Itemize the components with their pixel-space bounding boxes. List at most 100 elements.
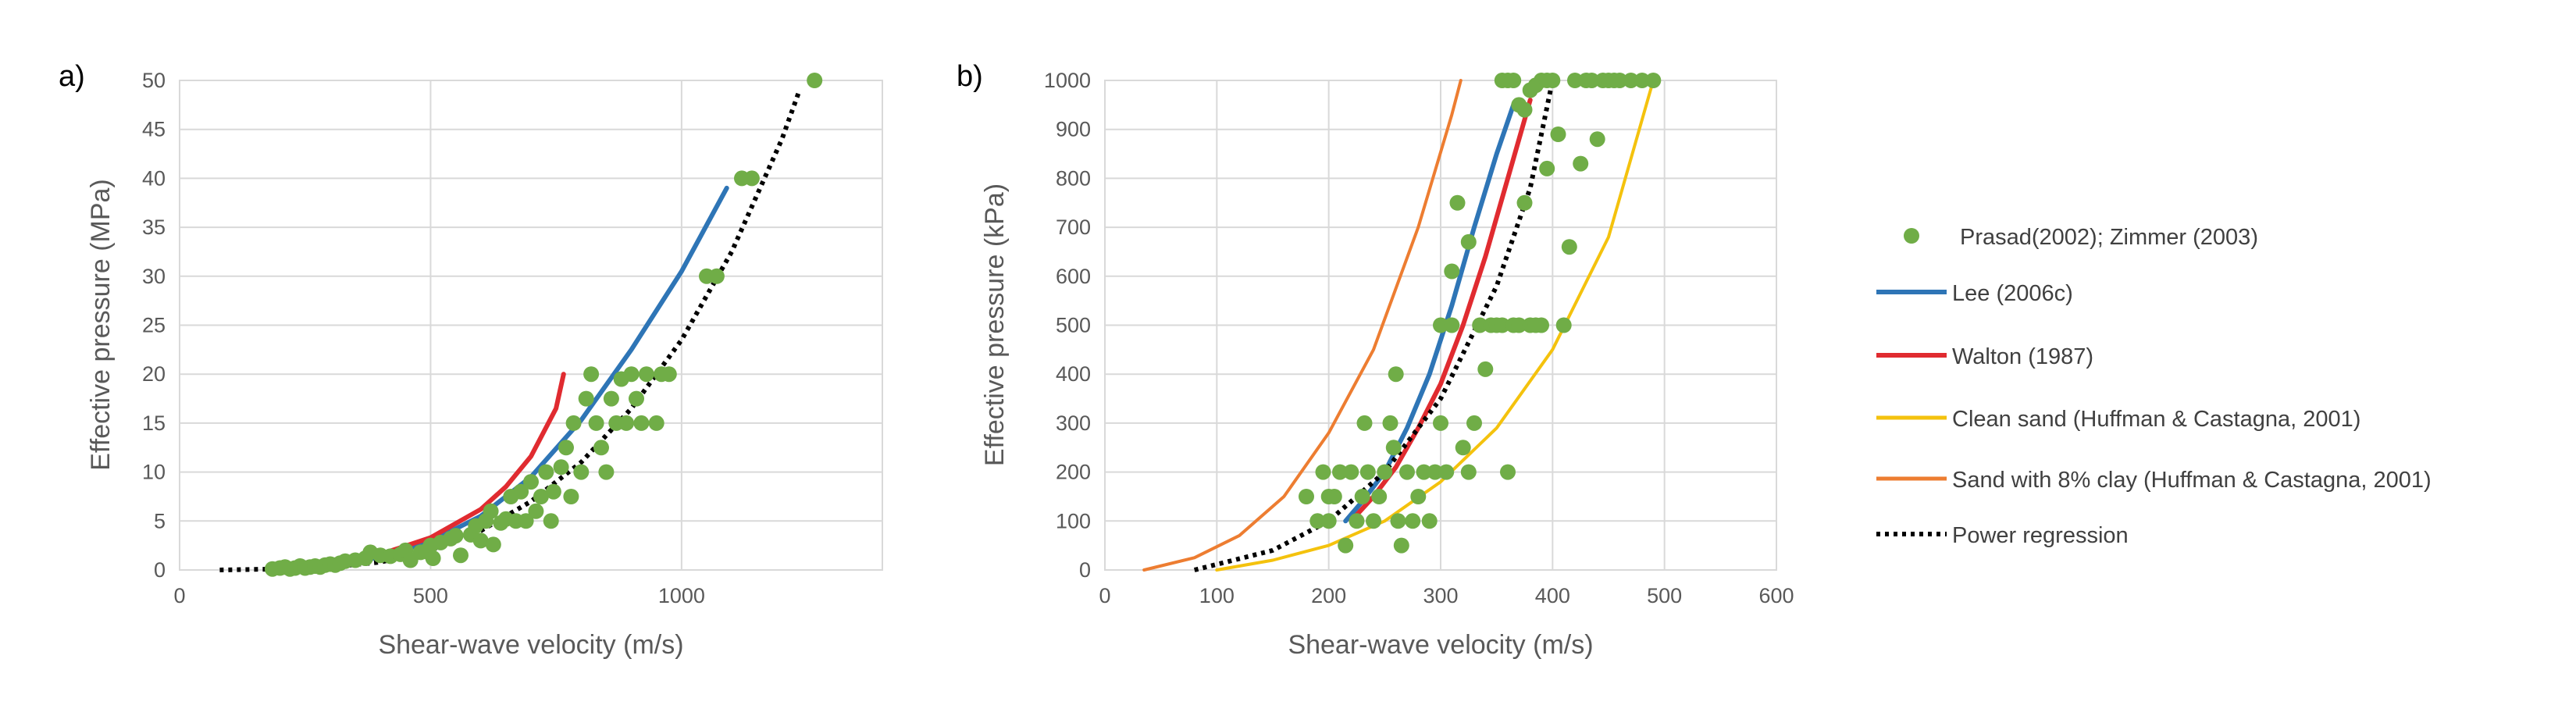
panel-a-data-point — [629, 390, 644, 407]
panel-a-data-point — [573, 464, 590, 480]
panel-a-data-point — [565, 415, 582, 431]
panel-b-series-clay-sand — [1142, 79, 1463, 572]
panel-b-x-tick-label: 400 — [1535, 584, 1570, 607]
legend-label-points: Prasad(2002); Zimmer (2003) — [1960, 225, 2258, 250]
panel-b-data-point — [1390, 513, 1406, 529]
panel-b-data-point — [1356, 415, 1373, 431]
panel-b-data-point — [1320, 489, 1337, 504]
panel-b-data-point — [1567, 73, 1583, 88]
panel-b-data-point — [1460, 233, 1477, 250]
panel-a-data-point — [583, 366, 600, 383]
panel-a-data-point — [578, 390, 594, 407]
panel-a-data-point — [588, 415, 604, 431]
panel-a-data-point — [648, 415, 664, 431]
panel-a-data-point — [623, 366, 640, 383]
panel-a-y-tick-label: 25 — [142, 314, 166, 337]
panel-a-x-ticks: 0 500 1000 — [173, 584, 704, 607]
panel-a-y-axis-label: Effective pressure (MPa) — [86, 179, 116, 471]
panel-a-data-point — [603, 390, 619, 407]
panel-a-data-point — [545, 483, 561, 500]
panel-b-data-point — [1466, 415, 1482, 431]
panel-a-data-point — [593, 440, 609, 456]
panel-b-data-point — [1516, 102, 1533, 118]
panel-b-x-tick-label: 0 — [1099, 584, 1110, 607]
panel-b-data-point — [1416, 464, 1432, 480]
panel-a-y-tick-label: 20 — [142, 362, 166, 386]
panel-b-data-point — [1438, 464, 1455, 480]
panel-a-data-point — [447, 528, 464, 544]
panel-a-data-point — [528, 503, 544, 519]
panel-b-y-tick-label: 300 — [1056, 411, 1091, 435]
panel-b-data-point — [1332, 464, 1348, 480]
panel-a-data-point — [518, 513, 534, 529]
panel-b-x-ticks: 0 100 200 300 400 500 600 — [1099, 584, 1794, 607]
panel-b-data-point — [1299, 489, 1314, 504]
panel-b-data-point — [1427, 464, 1443, 480]
panel-b-plot-area — [1104, 80, 1777, 571]
panel-a-data-point — [533, 489, 549, 504]
legend-label-lee: Lee (2006c) — [1952, 281, 2073, 306]
panel-a-x-tick-label: 500 — [413, 584, 448, 607]
panel-b-y-tick-label: 400 — [1056, 362, 1091, 386]
panel-a-data-point — [708, 268, 725, 284]
panel-b-data-point — [1444, 317, 1460, 333]
panel-a-y-tick-label: 10 — [142, 461, 166, 484]
panel-b-data-point — [1393, 537, 1409, 554]
panel-b-y-tick-label: 800 — [1056, 166, 1091, 190]
chart-panel-b: b) 0 100 200 300 400 500 600 700 800 900 1000 0 100… — [957, 60, 1794, 660]
panel-b-data-point — [1516, 194, 1533, 211]
panel-b-data-point — [1505, 73, 1522, 88]
panel-a-y-tick-label: 45 — [142, 118, 166, 141]
panel-a-data-point — [483, 503, 499, 519]
panel-b-data-point — [1477, 361, 1494, 377]
panel-b-data-point — [1371, 489, 1388, 504]
panel-a-data-point — [661, 366, 677, 383]
panel-a-data-point — [472, 532, 489, 549]
panel-b-data-point — [1385, 440, 1402, 456]
panel-b-data-point — [1343, 464, 1359, 480]
panel-a-data-point — [633, 415, 650, 431]
panel-a-y-tick-label: 30 — [142, 265, 166, 288]
panel-b-data-point — [1399, 464, 1415, 480]
panel-b-y-tick-label: 600 — [1056, 265, 1091, 288]
panel-a-data-point — [513, 483, 529, 500]
panel-b-data-point — [1539, 73, 1555, 88]
legend-item-lee: Lee (2006c) — [1876, 281, 2073, 306]
panel-b-data-point — [1500, 464, 1516, 480]
panel-b-data-point — [1460, 464, 1477, 480]
panel-b-series-walton — [1349, 98, 1533, 524]
panel-b-data-point — [1405, 513, 1421, 529]
panel-a-data-point — [553, 459, 569, 475]
panel-b-data-point — [1589, 131, 1605, 148]
panel-b-data-point — [1534, 317, 1549, 333]
panel-b-data-point — [1433, 415, 1448, 431]
panel-b-x-tick-label: 600 — [1758, 584, 1794, 607]
panel-b-x-axis-label: Shear-wave velocity (m/s) — [1288, 630, 1593, 660]
panel-b-data-point — [1444, 263, 1460, 280]
panel-b-data-point — [1315, 464, 1331, 480]
panel-b-data-point — [1359, 464, 1376, 480]
legend: Prasad(2002); Zimmer (2003) Lee (2006c) … — [1876, 225, 2432, 548]
panel-b-data-point — [1645, 73, 1662, 88]
panel-a-data-point — [563, 489, 579, 504]
panel-a-data-point — [807, 73, 823, 88]
panel-b-y-tick-label: 900 — [1056, 118, 1091, 141]
panel-b-data-point — [1612, 73, 1628, 88]
legend-item-clean-sand: Clean sand (Huffman & Castagna, 2001) — [1876, 407, 2360, 432]
legend-label-walton: Walton (1987) — [1952, 344, 2093, 369]
panel-a-data-point — [638, 366, 654, 383]
panel-b-data-point — [1511, 317, 1527, 333]
panel-a-data-point — [425, 550, 441, 566]
panel-b-data-point — [1550, 126, 1566, 142]
panel-b-series — [1142, 79, 1655, 572]
panel-a-y-tick-label: 5 — [154, 509, 166, 532]
panel-b-series-clean-sand — [1215, 79, 1655, 572]
panel-b-data-point — [1455, 440, 1471, 456]
panel-b-label: b) — [957, 60, 983, 93]
panel-b-y-tick-label: 200 — [1056, 461, 1091, 484]
panel-b-data-point — [1623, 73, 1639, 88]
panel-a-y-ticks: 0 5 10 15 20 25 30 35 40 45 50 — [142, 69, 166, 582]
panel-b-data-point — [1561, 239, 1577, 255]
panel-b-y-tick-label: 100 — [1056, 509, 1091, 532]
